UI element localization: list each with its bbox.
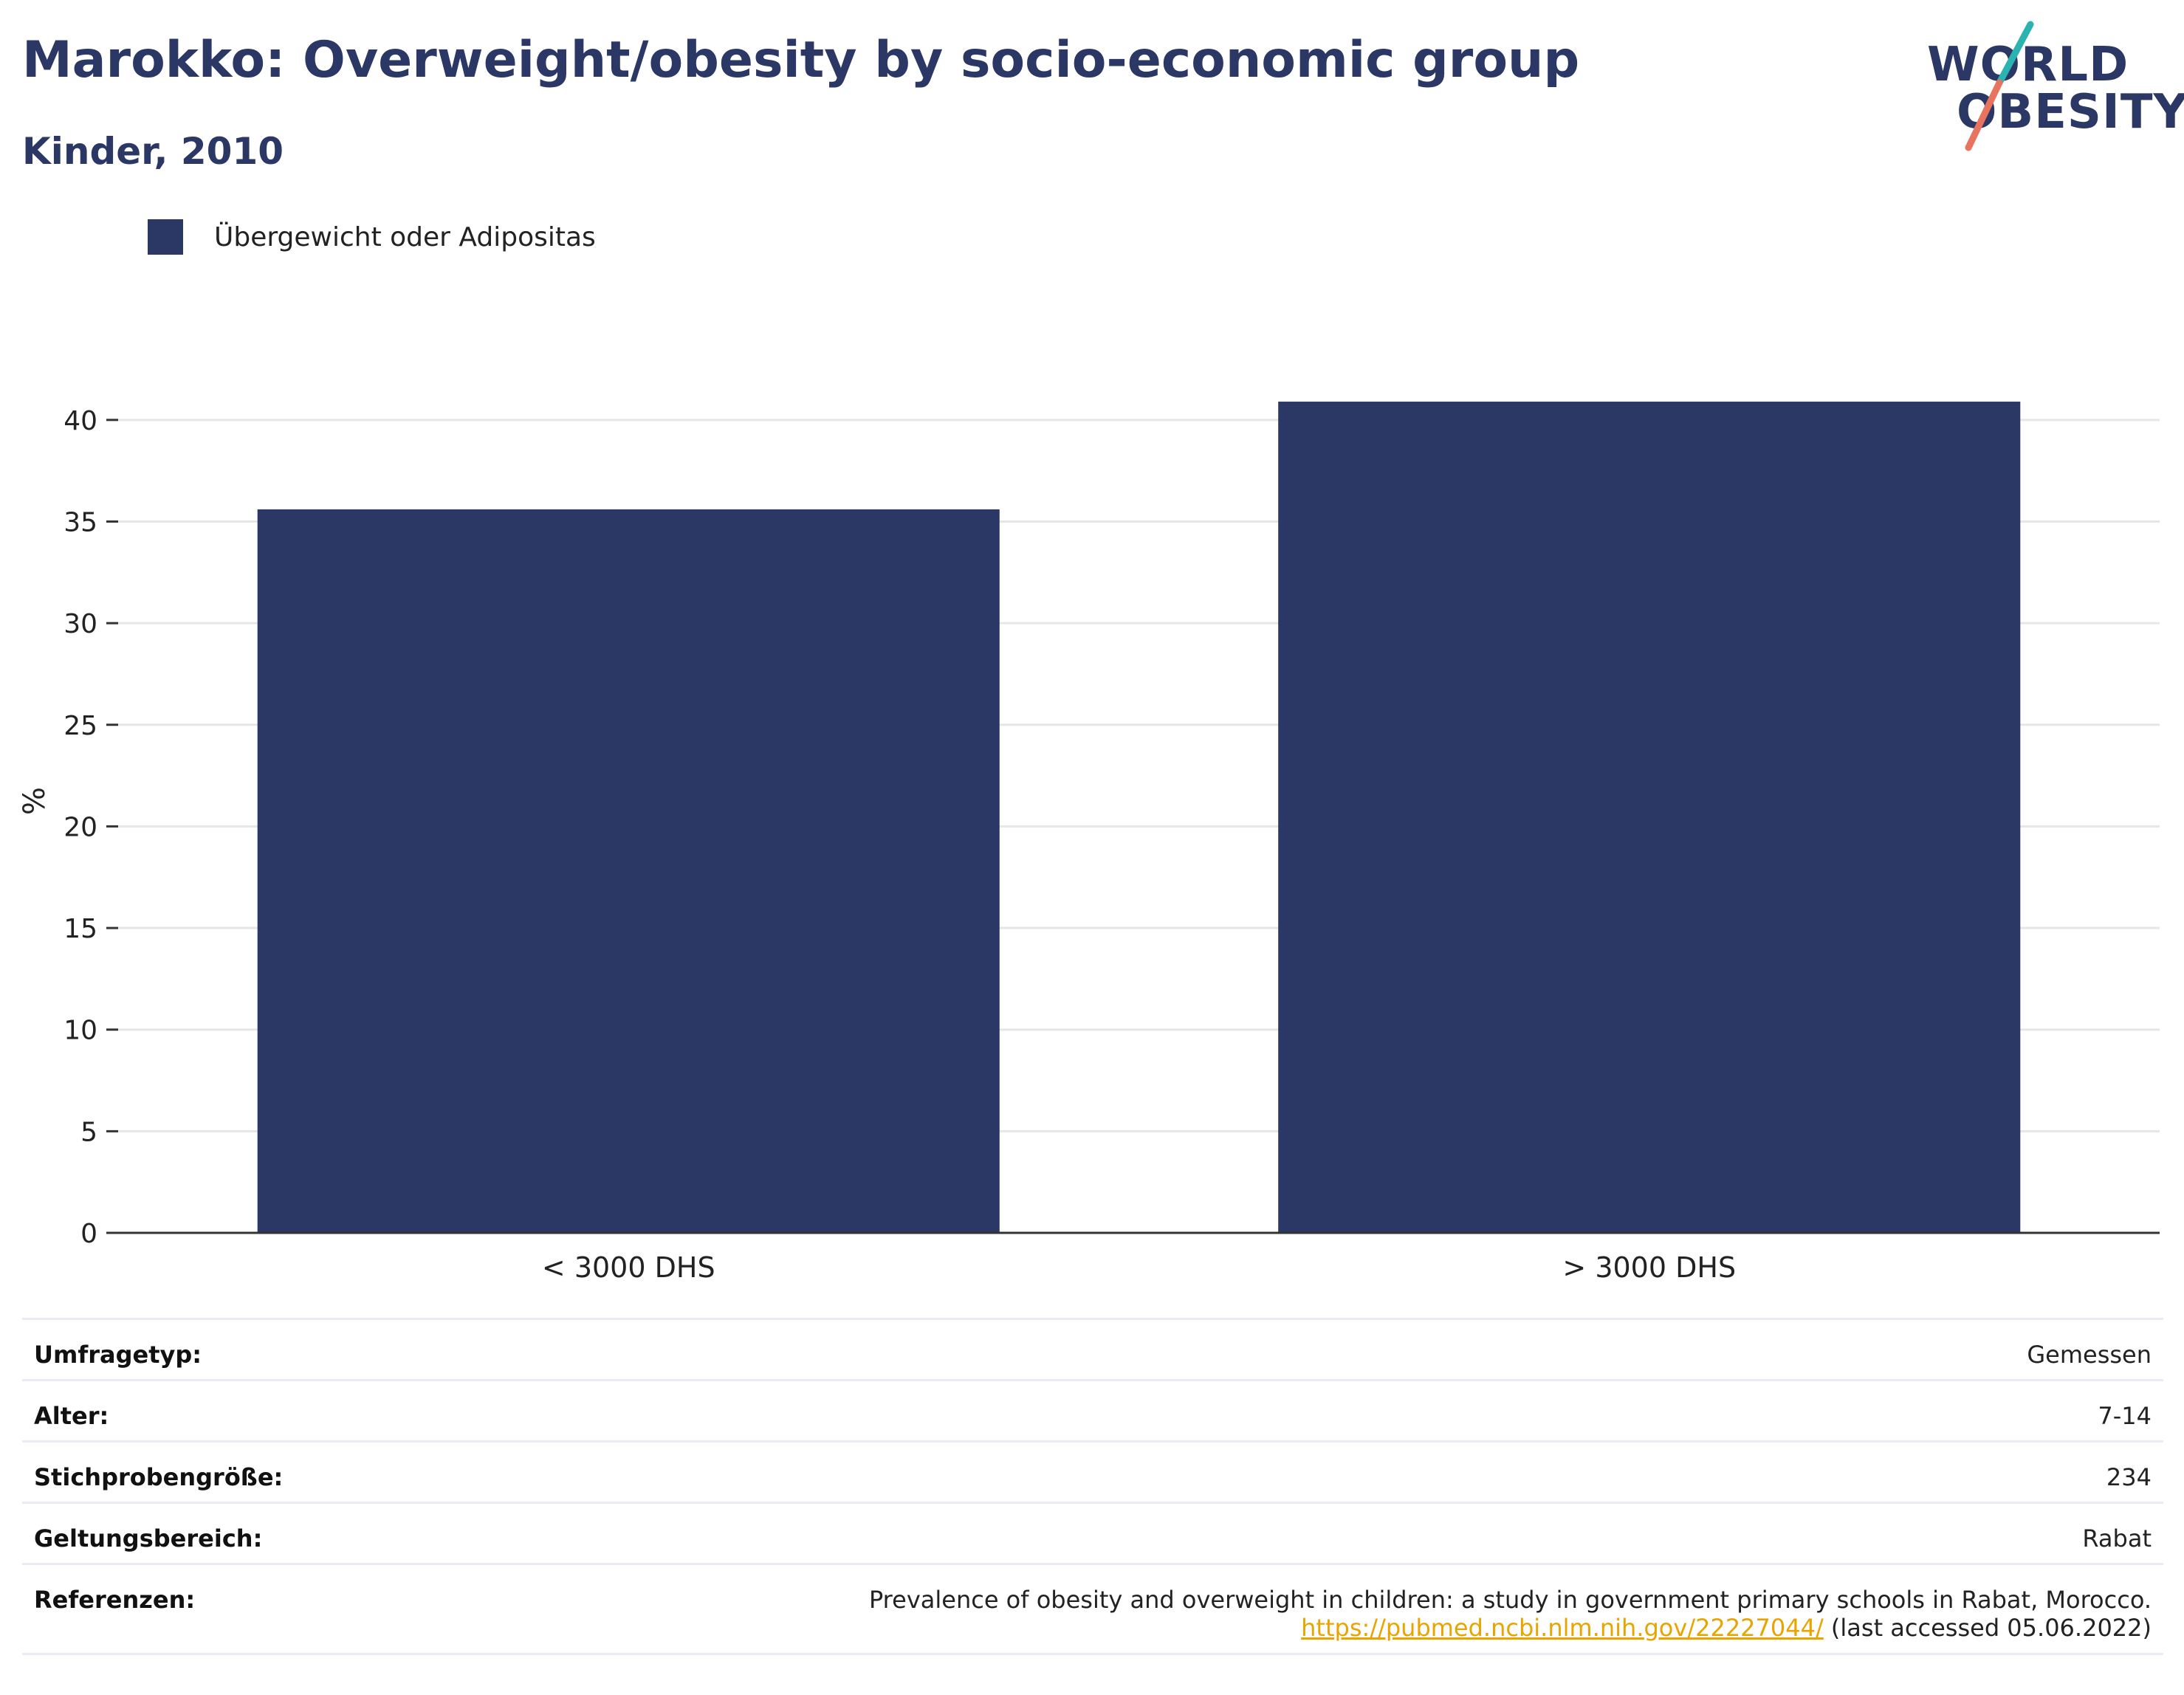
meta-row-sample-size: Stichprobengröße: 234	[22, 1440, 2163, 1502]
meta-row-scope: Geltungsbereich: Rabat	[22, 1502, 2163, 1563]
reference-title: Prevalence of obesity and overweight in …	[868, 1586, 2152, 1614]
y-tick-label: 35	[63, 507, 97, 537]
y-tick-label: 5	[80, 1117, 97, 1147]
chart-legend: Übergewicht oder Adipositas	[148, 219, 596, 255]
logo-slash-icon	[1965, 21, 2034, 151]
y-tick-label: 40	[63, 406, 97, 436]
meta-row-references: Referenzen: Prevalence of obesity and ov…	[22, 1563, 2163, 1655]
world-obesity-logo: WORLD OBESITY	[1927, 21, 2184, 154]
x-tick-label: < 3000 DHS	[542, 1251, 715, 1284]
meta-value: 7-14	[2098, 1402, 2152, 1430]
bar	[1278, 402, 2021, 1233]
chart-subtitle: Kinder, 2010	[22, 130, 284, 173]
y-tick-label: 15	[63, 914, 97, 944]
reference-link[interactable]: https://pubmed.ncbi.nlm.nih.gov/22227044…	[1301, 1614, 1824, 1642]
meta-label: Referenzen:	[34, 1586, 196, 1614]
meta-value: Rabat	[2082, 1524, 2152, 1553]
logo-line-1: WORLD	[1927, 38, 2129, 92]
y-tick-label: 25	[63, 711, 97, 741]
reference-accessed: (last accessed 05.06.2022)	[1823, 1614, 2152, 1642]
metadata-table: Umfragetyp: Gemessen Alter: 7-14 Stichpr…	[22, 1318, 2163, 1655]
meta-label: Alter:	[34, 1402, 109, 1430]
x-tick-label: > 3000 DHS	[1562, 1251, 1736, 1284]
legend-swatch	[148, 219, 183, 255]
meta-row-age: Alter: 7-14	[22, 1379, 2163, 1440]
y-tick-label: 10	[63, 1016, 97, 1046]
bar-chart: 0 5 10 15 20 25 30 35 40 < 3000 DHS > 3000 DHS%	[18, 402, 2160, 1284]
y-tick-label: 0	[80, 1219, 97, 1249]
chart-title: Marokko: Overweight/obesity by socio-eco…	[22, 31, 1580, 89]
meta-label: Umfragetyp:	[34, 1341, 202, 1369]
legend-label: Übergewicht oder Adipositas	[214, 221, 596, 252]
meta-label: Stichprobengröße:	[34, 1463, 284, 1491]
y-tick-label: 30	[63, 609, 97, 639]
meta-value: 234	[2106, 1463, 2152, 1491]
y-axis-label: %	[18, 787, 52, 815]
meta-row-survey-type: Umfragetyp: Gemessen	[22, 1318, 2163, 1379]
meta-value: Gemessen	[2027, 1341, 2152, 1369]
reference-block: Prevalence of obesity and overweight in …	[869, 1586, 2152, 1642]
meta-label: Geltungsbereich:	[34, 1524, 263, 1553]
bar	[257, 509, 1000, 1233]
y-tick-label: 20	[63, 812, 97, 842]
